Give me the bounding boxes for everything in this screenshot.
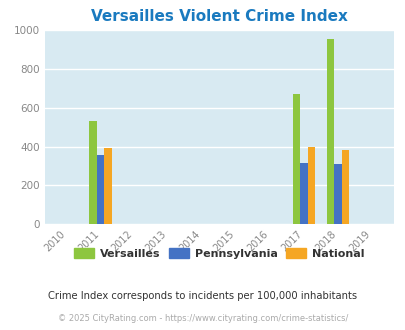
Bar	[104, 148, 111, 224]
Bar	[326, 40, 333, 224]
Text: © 2025 CityRating.com - https://www.cityrating.com/crime-statistics/: © 2025 CityRating.com - https://www.city…	[58, 314, 347, 323]
Legend: Versailles, Pennsylvania, National: Versailles, Pennsylvania, National	[70, 244, 368, 263]
Title: Versailles Violent Crime Index: Versailles Violent Crime Index	[91, 9, 347, 24]
Bar	[341, 150, 348, 224]
Bar	[97, 155, 104, 224]
Bar	[300, 163, 307, 224]
Bar	[292, 94, 300, 224]
Bar	[89, 121, 97, 224]
Bar	[307, 147, 314, 224]
Text: Crime Index corresponds to incidents per 100,000 inhabitants: Crime Index corresponds to incidents per…	[48, 291, 357, 301]
Bar	[333, 164, 341, 224]
